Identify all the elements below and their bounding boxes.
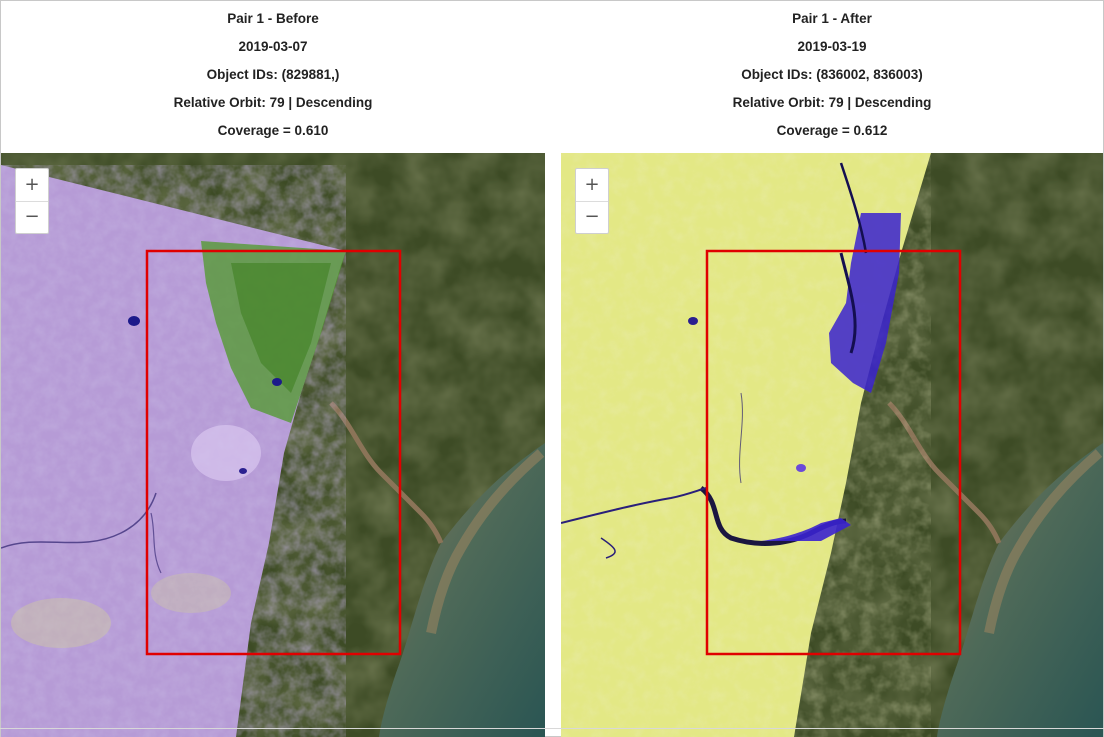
panel-date: 2019-03-07 [238,39,308,54]
map-imagery-before [1,153,545,737]
aoi-box [145,249,402,656]
panel-title: Pair 1 - After [792,11,872,26]
map-after[interactable]: + − [561,153,1103,737]
zoom-out-button[interactable]: − [24,206,40,227]
map-before[interactable]: + − [1,153,545,737]
panel-after: Pair 1 - After 2019-03-19 Object IDs: (8… [561,0,1103,737]
panel-date: 2019-03-19 [797,39,867,54]
object-ids: Object IDs: (836002, 836003) [741,67,923,82]
relative-orbit: Relative Orbit: 79 | Descending [732,95,932,110]
relative-orbit: Relative Orbit: 79 | Descending [173,95,373,110]
zoom-control: + − [15,168,49,234]
aoi-box [705,249,962,656]
panel-header: Pair 1 - Before 2019-03-07 Object IDs: (… [1,0,545,152]
panel-header: Pair 1 - After 2019-03-19 Object IDs: (8… [561,0,1103,152]
map-imagery-after [561,153,1103,737]
zoom-in-button[interactable]: + [576,169,608,202]
coverage: Coverage = 0.612 [776,123,888,138]
panel-before: Pair 1 - Before 2019-03-07 Object IDs: (… [1,0,545,737]
coverage: Coverage = 0.610 [217,123,329,138]
zoom-in-button[interactable]: + [16,169,48,202]
zoom-out-button[interactable]: − [584,206,600,227]
divider [0,728,1104,729]
zoom-control: + − [575,168,609,234]
object-ids: Object IDs: (829881,) [206,67,340,82]
panel-title: Pair 1 - Before [227,11,319,26]
